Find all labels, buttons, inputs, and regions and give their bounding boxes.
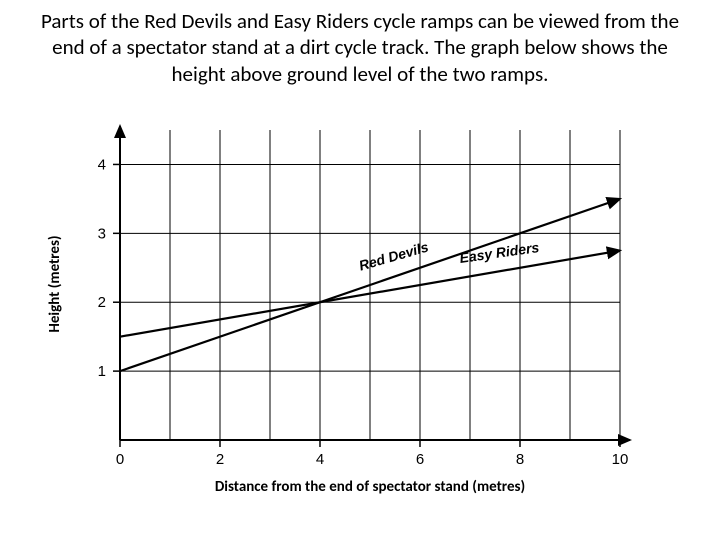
- y-tick-label: 1: [98, 363, 106, 380]
- y-axis-label: Height (metres): [46, 224, 64, 344]
- y-tick-label: 2: [98, 294, 106, 311]
- y-tick-label: 3: [98, 225, 106, 242]
- y-tick-label: 4: [98, 156, 106, 173]
- x-tick-label: 10: [612, 451, 629, 468]
- series-label: Easy Riders: [458, 239, 540, 266]
- chart-svg: 02468101234Red DevilsEasy Riders: [65, 118, 655, 508]
- x-axis-label: Distance from the end of spectator stand…: [170, 478, 570, 496]
- chart-container: 02468101234Red DevilsEasy Riders Height …: [65, 118, 655, 508]
- x-tick-label: 0: [116, 451, 124, 468]
- x-tick-label: 2: [216, 451, 224, 468]
- x-tick-label: 8: [516, 451, 524, 468]
- x-tick-label: 6: [416, 451, 424, 468]
- x-tick-label: 4: [316, 451, 324, 468]
- header-text: Parts of the Red Devils and Easy Riders …: [0, 8, 720, 87]
